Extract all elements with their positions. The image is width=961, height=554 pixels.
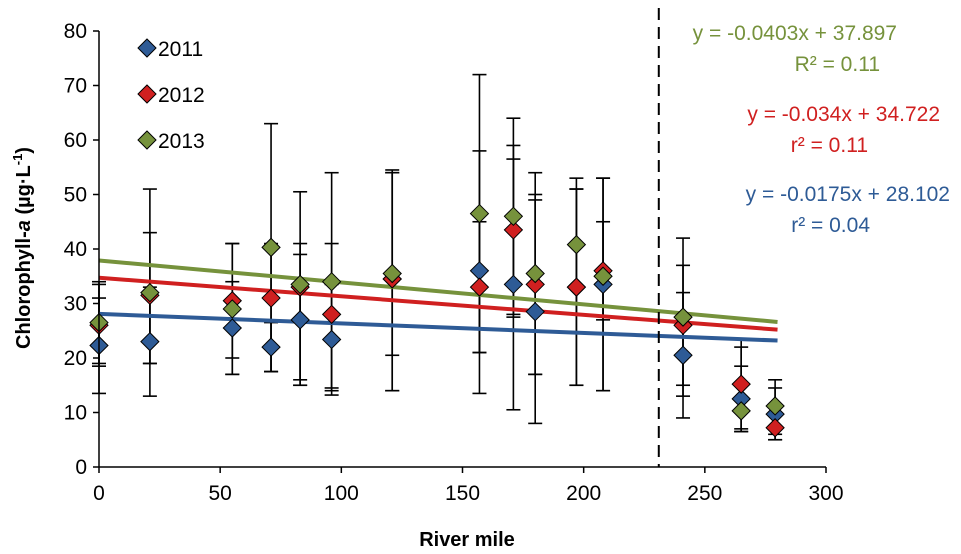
marker-2013	[525, 263, 545, 284]
x-axis-title: River mile	[419, 529, 515, 551]
marker-2012	[503, 220, 524, 240]
x-tick-label: 200	[566, 482, 601, 505]
trend-r2-2013: R² = 0.11	[795, 53, 880, 76]
x-tick-label: 100	[324, 482, 359, 505]
axes: 0 10 20 30 40 50 60 70 80 0 50 100 150 200 250 300	[64, 20, 844, 505]
y-axis-title-close: )	[13, 147, 35, 154]
y-tick-label: 80	[64, 20, 87, 43]
trend-equations: y = -0.0403x + 37.897 R² = 0.11 y = -0.034…	[693, 22, 950, 237]
marker-2011	[290, 310, 310, 330]
y-tick-label: 10	[64, 402, 87, 425]
y-axis-title-italic: a	[13, 220, 35, 231]
legend-marker-2013	[137, 130, 157, 150]
legend: 2011 2012 2013	[137, 38, 205, 153]
data-markers	[89, 203, 785, 438]
marker-2013	[731, 401, 751, 421]
trendline-2012	[98, 275, 778, 332]
marker-2011	[503, 274, 524, 295]
y-tick-label: 0	[75, 456, 87, 479]
y-axis-title: Chlorophyll-a (µg·L-1)	[10, 147, 35, 349]
trend-r2-2012: r² = 0.11	[791, 134, 868, 157]
marker-2013	[222, 299, 242, 319]
marker-2011	[261, 337, 281, 357]
marker-2012	[469, 277, 490, 297]
marker-2012	[321, 304, 342, 325]
marker-2012	[525, 274, 545, 295]
marker-2013	[290, 274, 310, 295]
y-tick-label: 50	[64, 184, 87, 207]
y-axis-title-prefix: Chlorophyll-	[13, 231, 35, 349]
legend-label-2013: 2013	[158, 130, 205, 153]
marker-2011	[469, 261, 490, 281]
marker-2012	[261, 288, 281, 308]
marker-2011	[140, 331, 160, 352]
marker-2013	[469, 203, 490, 224]
trendline-2011	[98, 311, 778, 343]
x-tick-label: 150	[445, 482, 480, 505]
legend-marker-2011	[137, 38, 157, 58]
marker-2013	[566, 234, 587, 255]
marker-2013	[321, 271, 342, 292]
marker-2012	[731, 374, 751, 394]
marker-2013	[140, 282, 160, 303]
marker-2013	[593, 266, 613, 286]
y-axis-title-unit: (µg·L	[13, 165, 35, 220]
marker-2013	[382, 263, 402, 284]
y-tick-label: 70	[64, 75, 87, 98]
y-tick-label: 60	[64, 129, 87, 152]
marker-2011	[673, 345, 693, 365]
marker-2013	[673, 307, 693, 327]
trend-equation-2013: y = -0.0403x + 37.897	[693, 22, 897, 45]
marker-2013	[261, 237, 281, 258]
y-axis-title-superscript: -1	[10, 154, 25, 166]
marker-2012	[566, 277, 587, 297]
legend-label-2012: 2012	[158, 84, 205, 107]
trendlines	[98, 258, 778, 343]
y-tick-label: 30	[64, 293, 87, 316]
legend-label-2011: 2011	[158, 38, 203, 61]
trend-equation-2012: y = -0.034x + 34.722	[747, 103, 940, 126]
marker-2013	[765, 396, 785, 416]
y-tick-label: 40	[64, 238, 87, 261]
trendline-2013	[98, 258, 778, 324]
x-tick-label: 50	[208, 482, 231, 505]
marker-2012	[765, 418, 785, 438]
marker-2013	[503, 206, 524, 227]
y-tick-label: 20	[64, 347, 87, 370]
marker-2011	[321, 329, 342, 350]
x-tick-label: 300	[808, 482, 843, 505]
x-tick-label: 0	[93, 482, 105, 505]
x-tick-label: 250	[687, 482, 722, 505]
trend-equation-2011: y = -0.0175x + 28.102	[746, 183, 950, 206]
marker-2011	[525, 301, 545, 322]
trend-r2-2011: r² = 0.04	[791, 214, 870, 237]
legend-marker-2012	[137, 84, 157, 104]
marker-2011	[222, 318, 242, 338]
